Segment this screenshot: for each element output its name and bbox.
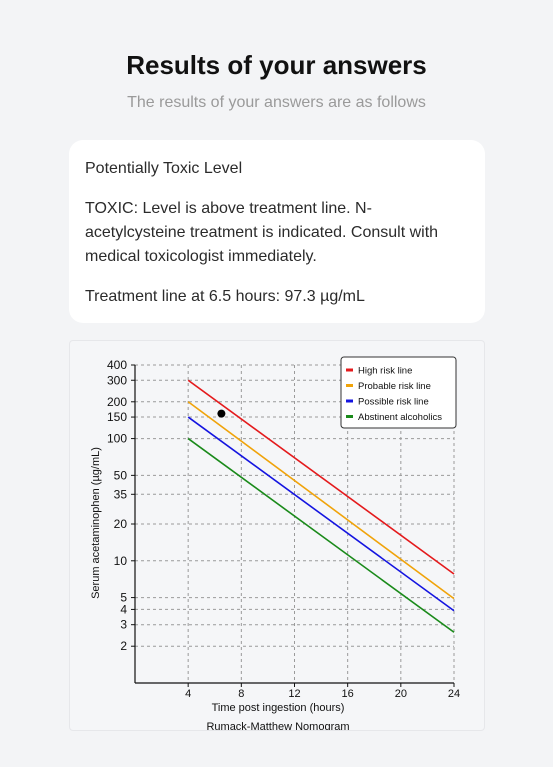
y-tick-label: 400 (107, 358, 127, 372)
x-tick-label: 16 (342, 688, 354, 700)
series-line (187, 416, 455, 612)
y-tick-label: 50 (114, 468, 128, 482)
legend-label: High risk line (358, 366, 412, 377)
chart-title: Rumack-Matthew Nomogram (206, 721, 349, 731)
y-tick-label: 35 (114, 487, 128, 501)
series-line (187, 401, 455, 600)
result-level: Potentially Toxic Level (85, 160, 243, 177)
legend-label: Probable risk line (358, 381, 431, 392)
legend-label: Abstinent alcoholics (358, 412, 442, 423)
y-tick-label: 150 (107, 410, 127, 424)
chart-series (187, 379, 455, 633)
y-tick-label: 4 (120, 602, 127, 616)
y-tick-label: 3 (120, 618, 127, 632)
series-line (187, 437, 455, 633)
y-tick-label: 2 (120, 639, 127, 653)
y-tick-label: 20 (114, 517, 128, 531)
nomogram-chart: 4 8 12 16 20 24 2 3 4 5 10 20 35 50 100 150 200 300 400 Hi… (69, 340, 485, 731)
patient-point (217, 409, 226, 418)
x-tick-label: 12 (288, 688, 300, 700)
result-card: Potentially Toxic Level TOXIC: Level is … (69, 140, 485, 323)
chart-legend: High risk line Probable risk line Possible… (340, 356, 457, 429)
page-title: Results of your answers (126, 50, 427, 80)
x-axis-label: Time post ingestion (hours) (212, 702, 345, 714)
x-tick-label: 20 (395, 688, 407, 700)
y-tick-label: 10 (114, 554, 128, 568)
x-tick-label: 8 (238, 688, 244, 700)
x-tick-label: 24 (448, 688, 460, 700)
y-axis-label: Serum acetaminophen (µg/mL) (90, 447, 102, 599)
y-tick-label: 200 (107, 395, 127, 409)
y-tick-label: 300 (107, 373, 127, 387)
legend-box (340, 356, 457, 429)
legend-label: Possible risk line (358, 397, 429, 408)
treatment-line-text: Treatment line at 6.5 hours: 97.3 µg/mL (85, 288, 365, 305)
x-tick-label: 4 (185, 688, 191, 700)
page-subtitle: The results of your answers are as follo… (127, 94, 426, 111)
series-line (187, 379, 455, 575)
y-tick-label: 100 (107, 432, 127, 446)
result-description: TOXIC: Level is above treatment line. N-… (85, 200, 439, 265)
y-tick-label: 5 (120, 591, 127, 605)
